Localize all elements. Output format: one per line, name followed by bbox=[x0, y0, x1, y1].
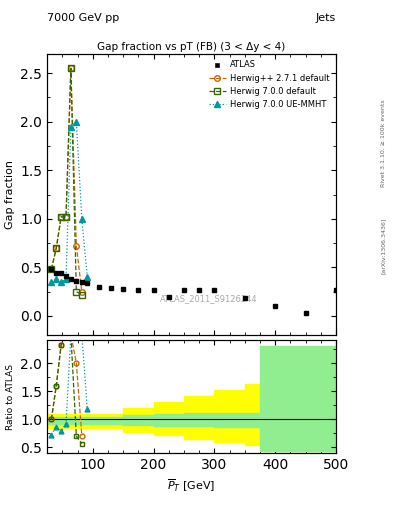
X-axis label: $\overline{P}_{T}$ [GeV]: $\overline{P}_{T}$ [GeV] bbox=[167, 478, 216, 494]
Text: Jets: Jets bbox=[316, 13, 336, 23]
Y-axis label: Ratio to ATLAS: Ratio to ATLAS bbox=[6, 364, 15, 430]
Legend: ATLAS, Herwig++ 2.7.1 default, Herwig 7.0.0 default, Herwig 7.0.0 UE-MMHT: ATLAS, Herwig++ 2.7.1 default, Herwig 7.… bbox=[206, 58, 332, 112]
Title: Gap fraction vs pT (FB) (3 < Δy < 4): Gap fraction vs pT (FB) (3 < Δy < 4) bbox=[97, 41, 286, 52]
Y-axis label: Gap fraction: Gap fraction bbox=[5, 160, 15, 229]
Text: 7000 GeV pp: 7000 GeV pp bbox=[47, 13, 119, 23]
Text: Rivet 3.1.10, ≥ 100k events: Rivet 3.1.10, ≥ 100k events bbox=[381, 99, 386, 187]
Text: [arXiv:1306.3436]: [arXiv:1306.3436] bbox=[381, 218, 386, 274]
Text: ATLAS_2011_S9126244: ATLAS_2011_S9126244 bbox=[160, 294, 258, 303]
